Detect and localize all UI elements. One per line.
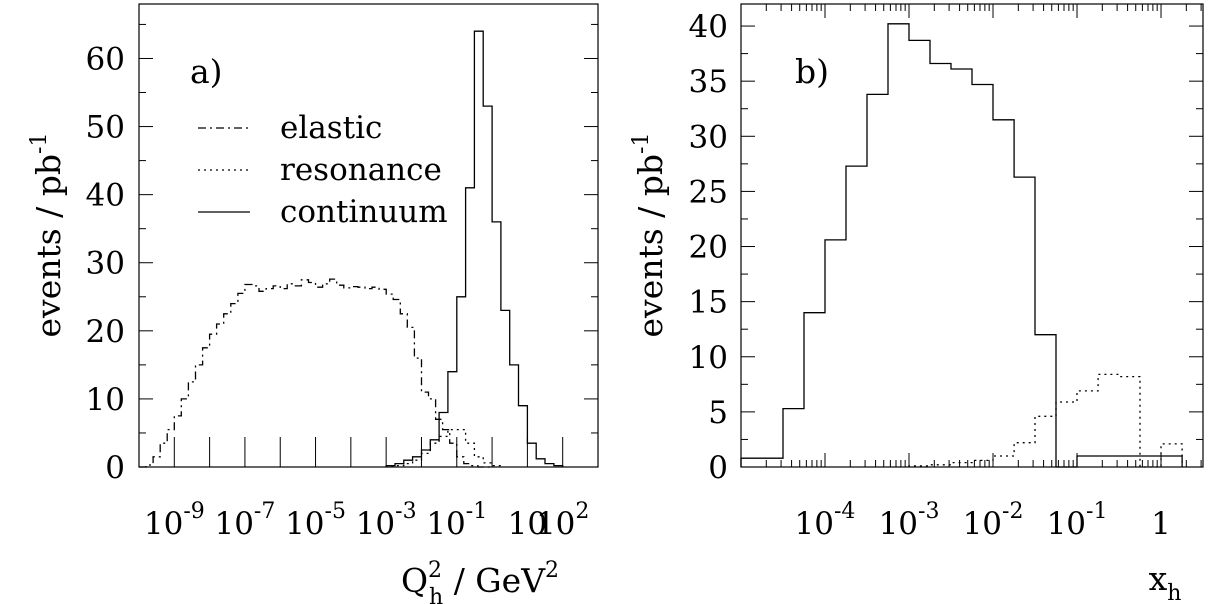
a-y-tick-label: 10 xyxy=(86,382,125,418)
b-y-tick-label: 0 xyxy=(708,450,728,486)
a-legend-label-resonance: resonance xyxy=(280,152,442,188)
a-x-axis-title: Q2 h / GeV2 xyxy=(401,558,559,604)
b-series-continuum xyxy=(740,23,1183,468)
b-y-tick-label: 40 xyxy=(689,9,728,45)
a-x-tick-label: 10-5 xyxy=(285,499,346,542)
b-x-tick-label: 10-2 xyxy=(963,499,1024,542)
b-x-tick-label: 10-1 xyxy=(1047,499,1108,542)
a-legend-label-elastic: elastic xyxy=(280,110,382,146)
b-series-resonance xyxy=(908,373,1183,468)
a-y-tick-label: 60 xyxy=(86,41,125,77)
a-series-resonance xyxy=(385,428,502,467)
a-y-tick-label: 20 xyxy=(86,314,125,350)
b-y-tick-label: 30 xyxy=(689,119,728,155)
b-y-tick-label: 5 xyxy=(708,395,728,431)
b-y-tick-label: 20 xyxy=(689,230,728,266)
a-x-tick-label: 10-3 xyxy=(356,499,417,542)
b-plot-frame xyxy=(740,3,1204,468)
b-panel-label: b) xyxy=(795,52,829,91)
b-y-axis-title: events / pb-1 xyxy=(629,133,670,338)
b-y-tick-label: 10 xyxy=(689,340,728,376)
a-y-tick-label: 0 xyxy=(105,450,125,486)
a-x-tick-label: 102 xyxy=(536,499,589,542)
a-y-tick-label: 40 xyxy=(86,178,125,214)
b-x-tick-label: 10-4 xyxy=(795,499,856,542)
a-x-tick-label: 10-1 xyxy=(426,499,487,542)
a-series-continuum xyxy=(385,30,564,467)
a-plot-frame xyxy=(138,3,599,468)
a-y-axis-title: events / pb-1 xyxy=(27,133,68,338)
a-x-tick-label: 10 xyxy=(508,506,547,542)
a-legend-label-continuum: continuum xyxy=(280,194,448,230)
b-x-tick-label: 10-3 xyxy=(879,499,940,542)
b-y-tick-label: 15 xyxy=(689,285,728,321)
b-x-axis-title: xh xyxy=(1149,559,1182,604)
a-x-tick-label: 10-7 xyxy=(214,499,275,542)
a-y-tick-label: 30 xyxy=(86,246,125,282)
a-panel-label: a) xyxy=(190,52,223,91)
b-x-tick-label: 1 xyxy=(1151,506,1171,542)
a-y-tick-label: 50 xyxy=(86,110,125,146)
b-y-tick-label: 35 xyxy=(689,64,728,100)
panel-b-chart: 0 5 10 15 20 25 30 35 40 10-4 10-3 10-2 10-1 1 b) event… xyxy=(629,3,1204,604)
a-x-tick-label: 10-9 xyxy=(144,499,205,542)
b-y-tick-label: 25 xyxy=(689,174,728,210)
